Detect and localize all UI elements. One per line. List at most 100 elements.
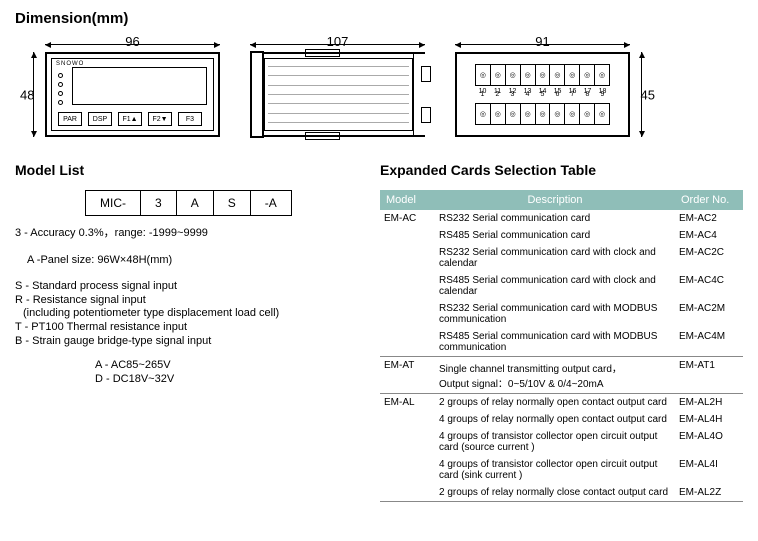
lcd-display (72, 67, 207, 105)
terminal-num: 3 (505, 91, 520, 101)
table-row: 4 groups of relay normally open contact … (380, 411, 743, 428)
cell-model (380, 300, 435, 328)
cell-model: EM-AC (380, 210, 435, 227)
cell-order: EM-AL2H (675, 394, 743, 412)
terminal: ◎ (536, 65, 551, 85)
dim-front-width: 96 (125, 34, 139, 49)
table-row: RS232 Serial communication card with clo… (380, 244, 743, 272)
cell-model (380, 272, 435, 300)
terminal-row-bot: ◎◎◎◎◎◎◎◎◎ (475, 103, 610, 125)
table-row: RS485 Serial communication card with clo… (380, 272, 743, 300)
table-row: RS485 Serial communication cardEM-AC4 (380, 227, 743, 244)
cell-order: EM-AL2Z (675, 484, 743, 502)
cell-desc: RS232 Serial communication card with clo… (435, 244, 675, 272)
dim-back-width: 91 (535, 34, 549, 49)
ml-box: -A (250, 190, 292, 216)
terminal-num: 1 (475, 91, 490, 101)
cell-model (380, 411, 435, 428)
terminal: ◎ (580, 65, 595, 85)
cell-order: EM-AC2M (675, 300, 743, 328)
ml-s: S - Standard process signal input (15, 280, 355, 292)
cell-order: EM-AL4H (675, 411, 743, 428)
cell-order: EM-AC2 (675, 210, 743, 227)
table-row: RS485 Serial communication card with MOD… (380, 328, 743, 357)
terminal-num: 5 (535, 91, 550, 101)
terminal: ◎ (550, 65, 565, 85)
terminal-num: 7 (565, 91, 580, 101)
led-indicator (58, 100, 63, 105)
cell-model: EM-AT (380, 357, 435, 394)
front-view: 96 48 SNOWO PAR DSP F1▲ F2▼ F3 (45, 52, 220, 137)
cell-desc: 4 groups of relay normally open contact … (435, 411, 675, 428)
cell-desc: RS232 Serial communication card with MOD… (435, 300, 675, 328)
terminal: ◎ (506, 65, 521, 85)
terminal-num: 4 (520, 91, 535, 101)
ml-box: S (213, 190, 250, 216)
terminal: ◎ (565, 104, 580, 124)
table-row: 2 groups of relay normally close contact… (380, 484, 743, 502)
cell-order: EM-AC2C (675, 244, 743, 272)
cell-order: EM-AC4 (675, 227, 743, 244)
cell-desc: RS485 Serial communication card with clo… (435, 272, 675, 300)
terminal: ◎ (476, 104, 491, 124)
th-model: Model (380, 190, 435, 210)
terminal-num: 2 (490, 91, 505, 101)
cell-desc: 4 groups of transistor collector open ci… (435, 456, 675, 484)
page-title: Dimension(mm) (15, 10, 743, 27)
side-view: 107 (250, 52, 425, 137)
cell-desc: RS485 Serial communication card (435, 227, 675, 244)
ml-r-sub: (including potentiometer type displaceme… (23, 307, 355, 319)
ml-d: D - DC18V~32V (95, 373, 355, 385)
cell-order: EM-AL4I (675, 456, 743, 484)
terminal: ◎ (550, 104, 565, 124)
terminal: ◎ (491, 65, 506, 85)
table-row: EM-ATSingle channel transmitting output … (380, 357, 743, 394)
ml-box: 3 (140, 190, 176, 216)
terminal: ◎ (536, 104, 551, 124)
led-indicator (58, 73, 63, 78)
table-row: 4 groups of transistor collector open ci… (380, 428, 743, 456)
cell-desc: 2 groups of relay normally open contact … (435, 394, 675, 412)
btn-f1: F1▲ (118, 112, 142, 126)
cell-order: EM-AT1 (675, 357, 743, 394)
table-row: 4 groups of transistor collector open ci… (380, 456, 743, 484)
table-row: EM-AL2 groups of relay normally open con… (380, 394, 743, 412)
dimension-diagrams: 96 48 SNOWO PAR DSP F1▲ F2▼ F3 (45, 52, 743, 137)
back-view: 91 45 ◎◎◎◎◎◎◎◎◎ 101112131415161718 ◎◎◎◎◎… (455, 52, 630, 137)
btn-f3: F3 (178, 112, 202, 126)
terminal-num: 6 (550, 91, 565, 101)
cell-desc: 4 groups of transistor collector open ci… (435, 428, 675, 456)
cell-desc: Single channel transmitting output card，… (435, 357, 675, 394)
cell-model (380, 456, 435, 484)
led-indicator (58, 82, 63, 87)
cell-desc: RS232 Serial communication card (435, 210, 675, 227)
terminal: ◎ (491, 104, 506, 124)
cards-table: Model Description Order No. EM-ACRS232 S… (380, 190, 743, 502)
terminal: ◎ (595, 104, 609, 124)
th-desc: Description (435, 190, 675, 210)
terminal-nums-bot: 123456789 (475, 91, 610, 101)
ml-r: R - Resistance signal input (15, 294, 355, 306)
terminal: ◎ (565, 65, 580, 85)
cards-title: Expanded Cards Selection Table (380, 162, 743, 178)
front-buttons: PAR DSP F1▲ F2▼ F3 (58, 112, 202, 126)
terminal: ◎ (595, 65, 609, 85)
ml-t: T - PT100 Thermal resistance input (15, 321, 355, 333)
terminal-num: 8 (580, 91, 595, 101)
btn-par: PAR (58, 112, 82, 126)
ml-b: B - Strain gauge bridge-type signal inpu… (15, 335, 355, 347)
btn-dsp: DSP (88, 112, 112, 126)
terminal: ◎ (476, 65, 491, 85)
terminal: ◎ (506, 104, 521, 124)
ml-box: MIC- (85, 190, 140, 216)
cell-order: EM-AL4O (675, 428, 743, 456)
dim-back-height: 45 (641, 87, 655, 102)
model-list-section: Model List MIC- 3 A S -A 3 - Accuracy 0.… (15, 162, 355, 502)
cell-order: EM-AC4C (675, 272, 743, 300)
model-code-boxes: MIC- 3 A S -A (85, 190, 355, 216)
table-row: EM-ACRS232 Serial communication cardEM-A… (380, 210, 743, 227)
table-row: RS232 Serial communication card with MOD… (380, 300, 743, 328)
cell-desc: RS485 Serial communication card with MOD… (435, 328, 675, 357)
ml-accuracy: 3 - Accuracy 0.3%，range: -1999~9999 (15, 224, 355, 240)
cell-desc: 2 groups of relay normally close contact… (435, 484, 675, 502)
